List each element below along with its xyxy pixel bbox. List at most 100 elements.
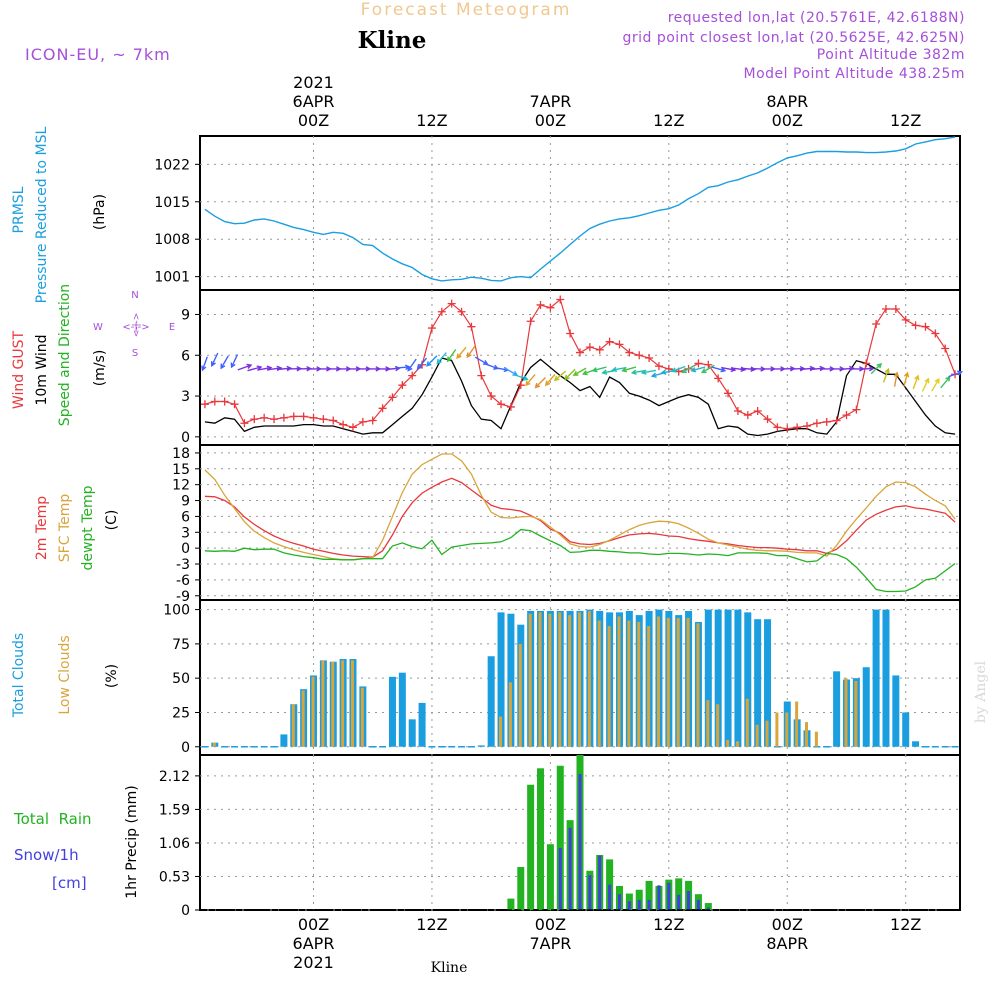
wind-direction-arrow — [525, 373, 536, 387]
wind-gust-marker — [635, 351, 644, 360]
wind-direction-arrow — [436, 352, 447, 365]
total-cloud-bar — [744, 612, 752, 747]
wind-gust-marker — [872, 319, 881, 328]
total-cloud-bar — [477, 745, 485, 747]
wind-gust-marker — [743, 411, 752, 420]
total-cloud-bar — [862, 667, 870, 747]
wind-gust-marker — [210, 397, 219, 406]
total-cloud-bar — [714, 609, 722, 747]
low-cloud-bar — [795, 701, 799, 747]
y-tick-label: 2.12 — [159, 769, 190, 785]
total-cloud-bar — [764, 619, 772, 747]
snow-bar — [667, 882, 671, 910]
compass-east: E — [169, 322, 175, 333]
wind-gust-marker — [832, 416, 841, 425]
total-rain-label: Total Rain — [13, 810, 92, 828]
wind-gust-marker — [783, 424, 792, 433]
model-altitude: Model Point Altitude 438.25m — [744, 66, 965, 82]
precip-ylabel: 1hr Precip (mm) — [124, 785, 140, 898]
y-tick-label: 9 — [181, 494, 190, 510]
wind-gust-marker — [427, 324, 436, 333]
bottom-time-tick-label: 2021 — [293, 953, 334, 972]
wind-gust-marker — [645, 353, 654, 362]
wind-direction-arrow — [466, 345, 476, 359]
wind-direction-arrow — [591, 366, 607, 373]
wind-direction-arrow — [513, 373, 529, 381]
top-time-tick-label: 12Z — [416, 111, 447, 130]
wind-gust-marker — [516, 381, 525, 390]
wind-direction-arrow — [870, 362, 883, 375]
total-cloud-bar — [734, 609, 742, 747]
snow-bar — [647, 899, 651, 910]
bottom-time-tick-label: 00Z — [535, 915, 566, 934]
compass-west: W — [93, 322, 103, 333]
low-cloud-bar — [656, 616, 660, 747]
wind-gust-line — [204, 298, 956, 430]
wind-direction-arrow — [210, 352, 219, 368]
low-cloud-bar — [686, 617, 690, 747]
total-cloud-bar — [912, 741, 920, 747]
wind-10m-label: 10m Wind — [34, 334, 50, 405]
low-cloud-bar — [617, 616, 621, 747]
wind-gust-marker — [546, 303, 555, 312]
wind-direction-arrow — [201, 356, 208, 372]
wind-direction-arrow — [948, 370, 963, 378]
grid-point-coords: grid point closest lon,lat (20.5625E, 42… — [622, 30, 965, 46]
total-cloud-bar — [872, 609, 880, 747]
total-cloud-bar — [724, 609, 732, 747]
y-tick-label: 3 — [181, 525, 190, 541]
low-cloud-bar — [499, 716, 503, 747]
top-time-tick-label: 12Z — [890, 111, 921, 130]
low-cloud-bar — [341, 660, 345, 747]
total-clouds-label: Total Clouds — [11, 633, 27, 718]
top-time-tick-label: 6APR — [293, 92, 335, 111]
wind-direction-arrow — [425, 355, 438, 367]
wind-gust-marker — [230, 400, 239, 409]
wind-gust-marker — [625, 348, 634, 357]
y-tick-label: 18 — [172, 446, 190, 462]
y-tick-label: 9 — [181, 307, 190, 323]
wind-gust-marker — [822, 417, 831, 426]
wind-gust-marker — [842, 411, 851, 420]
pressure-labels: PRMSL Pressure Reduced to MSL (hPa) — [11, 126, 108, 303]
model-label: ICON-EU, ~ 7km — [25, 45, 171, 64]
total-cloud-bar — [833, 671, 841, 747]
low-cloud-bar — [755, 724, 759, 747]
wind-gust-marker — [497, 400, 506, 409]
wind-direction-arrow — [572, 367, 587, 376]
total-rain-bar — [546, 844, 554, 910]
wind-gust-marker — [398, 381, 407, 390]
snow-bar — [687, 891, 691, 910]
wind-gust-marker — [595, 345, 604, 354]
y-tick-label: 1.06 — [159, 836, 190, 852]
total-cloud-bar — [398, 672, 406, 747]
total-rain-bar — [704, 903, 712, 910]
snow-bar — [627, 901, 631, 910]
wind-gust-label: Wind GUST — [11, 330, 27, 409]
low-cloud-bar — [331, 661, 335, 747]
y-tick-label: 6 — [181, 348, 190, 364]
low-cloud-bar — [735, 741, 739, 747]
wind-labels: Wind GUST 10m Wind Speed and Direction (… — [11, 284, 175, 426]
wind-gust-marker — [852, 405, 861, 414]
low-clouds-label: Low Clouds — [57, 635, 73, 714]
wind-gust-marker — [447, 299, 456, 308]
wind-gust-marker — [536, 300, 545, 309]
low-cloud-bar — [696, 623, 700, 747]
wind-gust-marker — [891, 305, 900, 314]
y-tick-label: 6 — [181, 509, 190, 525]
low-cloud-bar — [637, 621, 641, 747]
low-cloud-bar — [508, 682, 512, 747]
wind-gust-marker — [506, 402, 515, 411]
total-cloud-bar — [388, 676, 396, 747]
wind-gust-marker — [339, 420, 348, 429]
wind-direction-arrow — [621, 366, 637, 373]
wind-gust-marker — [477, 371, 486, 380]
snow-bar — [696, 899, 700, 910]
wind-gust-marker — [418, 360, 427, 369]
y-tick-label: 1015 — [154, 195, 190, 211]
wind-gust-marker — [299, 412, 308, 421]
snow-unit-label: [cm] — [52, 874, 87, 892]
wind-gust-marker — [408, 371, 417, 380]
